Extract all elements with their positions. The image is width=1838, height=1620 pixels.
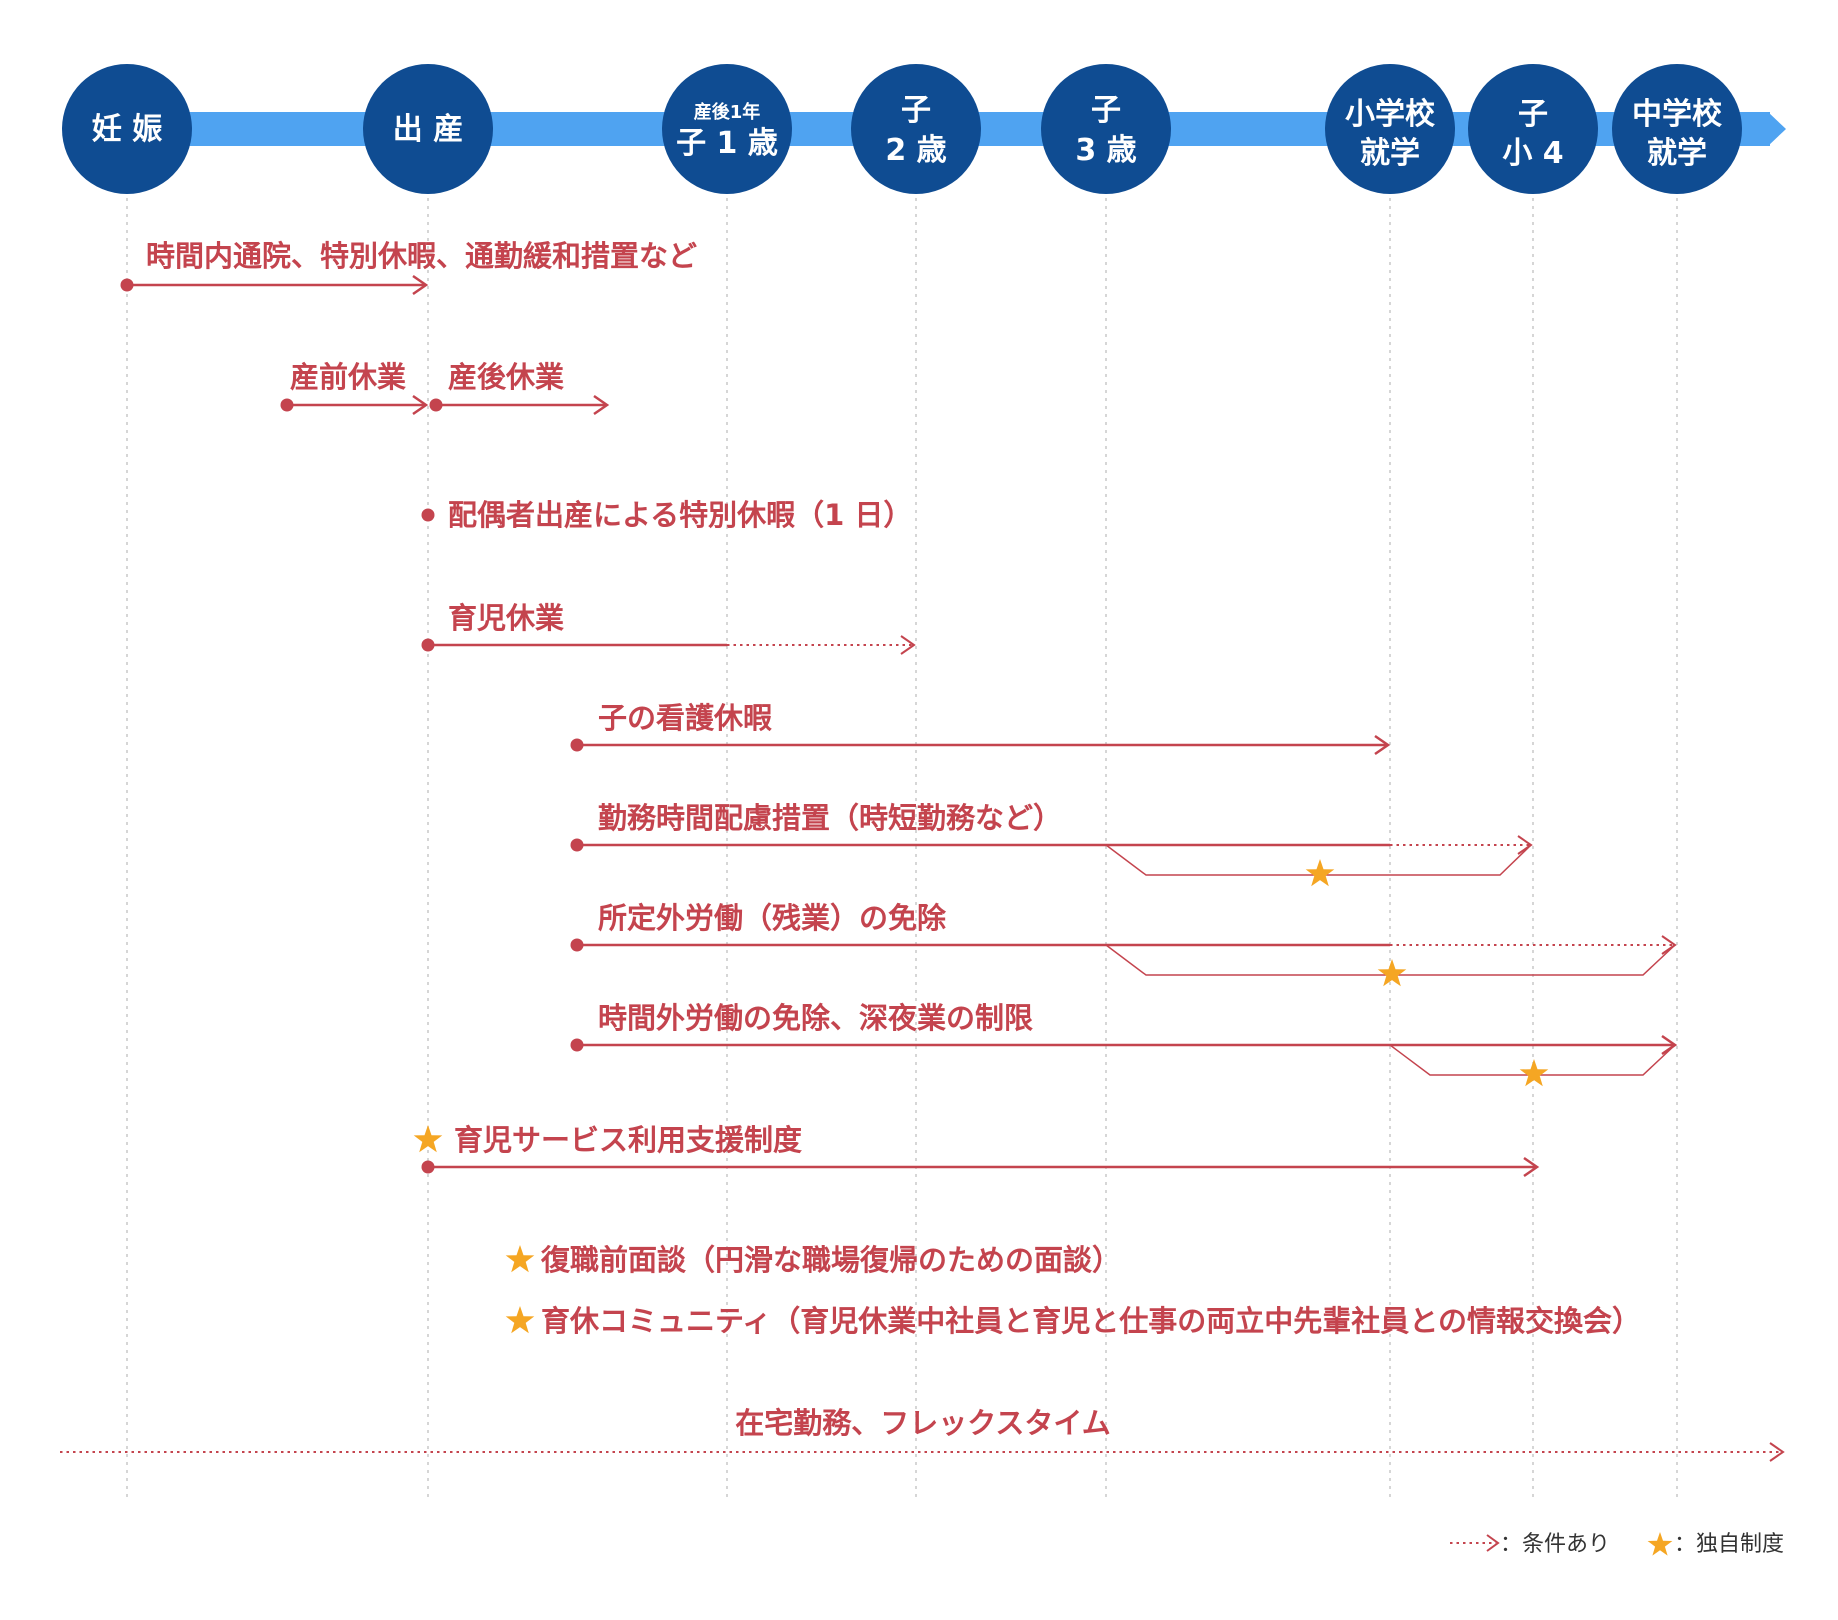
- milestone-circle: [662, 64, 792, 194]
- bar-postnatal-leave: 産後休業: [429, 360, 610, 416]
- milestone-circle: [1041, 64, 1171, 194]
- bar-label: 所定外労働（残業）の免除: [598, 901, 947, 935]
- legend: ：条件あり ：独自制度: [1450, 1532, 1784, 1557]
- milestone-label: 出 産: [393, 112, 463, 147]
- bar-spouse-birth-leave: 配偶者出産による特別休暇（1 日）: [421, 498, 912, 532]
- arrow-head: [412, 394, 429, 416]
- milestone-circle: [851, 64, 981, 194]
- milestone-label-line1: 中学校: [1632, 97, 1722, 132]
- milestone-circle: [1325, 64, 1455, 194]
- milestone-label: 妊 娠: [92, 112, 162, 147]
- star-icon: [1305, 859, 1335, 887]
- milestone-grade4: 子 小 4: [1468, 64, 1598, 194]
- star-icon: [1377, 959, 1407, 987]
- legend-original-label: ：独自制度: [1674, 1532, 1784, 1557]
- arrow-head: [1374, 734, 1391, 756]
- bar-label: 産前休業: [290, 360, 406, 394]
- legend-conditional-label: ：条件あり: [1500, 1532, 1610, 1557]
- bar-prenatal-leave: 産前休業: [280, 360, 429, 416]
- milestone-sublabel: 産後1年: [694, 101, 761, 123]
- bar-label: 在宅勤務、フレックスタイム: [735, 1406, 1111, 1440]
- milestone-label: 子 1 歳: [676, 126, 778, 161]
- bar-label: 育児サービス利用支援制度: [454, 1123, 802, 1157]
- star-icon: [1519, 1059, 1549, 1087]
- milestone-circle: [1612, 64, 1742, 194]
- milestone-circle: [363, 64, 493, 194]
- milestone-circle: [1468, 64, 1598, 194]
- timeline-arrow-head: [1768, 112, 1786, 146]
- bar-label: 産後休業: [448, 360, 564, 394]
- star-icon: [505, 1245, 535, 1273]
- arrow-head: [900, 635, 916, 655]
- milestone-label-line2: 3 歳: [1075, 133, 1136, 168]
- bar-telework-flextime: 在宅勤務、フレックスタイム: [60, 1406, 1785, 1462]
- support-bars: 時間内通院、特別休暇、通勤緩和措置など 産前休業 産後休業 配偶者出産による特別…: [60, 239, 1785, 1462]
- milestone-label-line2: 小 4: [1502, 136, 1563, 171]
- legend-arrow-head: [1486, 1534, 1500, 1552]
- arrow-head: [1523, 1156, 1540, 1178]
- star-icon: [413, 1125, 443, 1153]
- milestone-age3: 子 3 歳: [1041, 64, 1171, 194]
- start-dot: [421, 508, 435, 522]
- milestone-birth: 出 産: [363, 64, 493, 194]
- milestone-age2: 子 2 歳: [851, 64, 981, 194]
- milestone-label-line1: 子: [1091, 93, 1121, 128]
- milestone-elementary: 小学校 就学: [1325, 64, 1455, 194]
- bar-child-nursing-leave: 子の看護休暇: [570, 701, 1391, 756]
- bar-label: 時間外労働の免除、深夜業の制限: [598, 1001, 1033, 1035]
- bar-label: 育児休業: [448, 601, 564, 635]
- stars: [413, 859, 1549, 1334]
- original-programs: 復職前面談（円滑な職場復帰のための面談） 育休コミュニティ（育児休業中社員と育児…: [540, 1243, 1641, 1338]
- milestone-age1: 産後1年 子 1 歳: [662, 64, 792, 194]
- arrow-head: [412, 274, 429, 296]
- bar-childcare-leave: 育児休業: [421, 601, 916, 655]
- star-icon: [1647, 1532, 1673, 1556]
- milestone-label-line2: 就学: [1360, 136, 1420, 171]
- star-icon: [505, 1306, 535, 1334]
- milestone-pregnancy: 妊 娠: [62, 64, 192, 194]
- bar-label: 時間内通院、特別休暇、通勤緩和措置など: [146, 239, 697, 273]
- milestone-circle: [62, 64, 192, 194]
- note-return-interview: 復職前面談（円滑な職場復帰のための面談）: [540, 1243, 1121, 1277]
- bar-overtime-exemption: 所定外労働（残業）の免除: [570, 901, 1677, 976]
- bar-working-hours-consideration: 勤務時間配慮措置（時短勤務など）: [570, 801, 1533, 876]
- milestone-label-line1: 子: [1518, 97, 1548, 132]
- arrow-head: [593, 394, 610, 416]
- bar-childcare-service-support: 育児サービス利用支援制度: [421, 1123, 1540, 1178]
- bar-pregnancy-measures: 時間内通院、特別休暇、通勤緩和措置など: [120, 239, 697, 296]
- bar-label: 勤務時間配慮措置（時短勤務など）: [598, 801, 1062, 835]
- milestone-label-line2: 就学: [1647, 136, 1707, 171]
- milestones: 妊 娠 出 産 産後1年 子 1 歳 子 2 歳 子 3 歳 小学校 就学: [62, 64, 1742, 194]
- bar-late-night-restriction: 時間外労働の免除、深夜業の制限: [570, 1001, 1678, 1076]
- guide-lines: [126, 190, 1678, 1500]
- milestone-label-line2: 2 歳: [885, 133, 946, 168]
- milestone-label-line1: 小学校: [1345, 97, 1435, 132]
- arrow-head: [1769, 1442, 1785, 1462]
- bar-label: 子の看護休暇: [598, 701, 772, 735]
- milestone-junior-high: 中学校 就学: [1612, 64, 1742, 194]
- bar-label: 配偶者出産による特別休暇（1 日）: [448, 498, 912, 532]
- note-leave-community: 育休コミュニティ（育児休業中社員と育児と仕事の両立中先輩社員との情報交換会）: [541, 1304, 1641, 1338]
- milestone-label-line1: 子: [901, 93, 931, 128]
